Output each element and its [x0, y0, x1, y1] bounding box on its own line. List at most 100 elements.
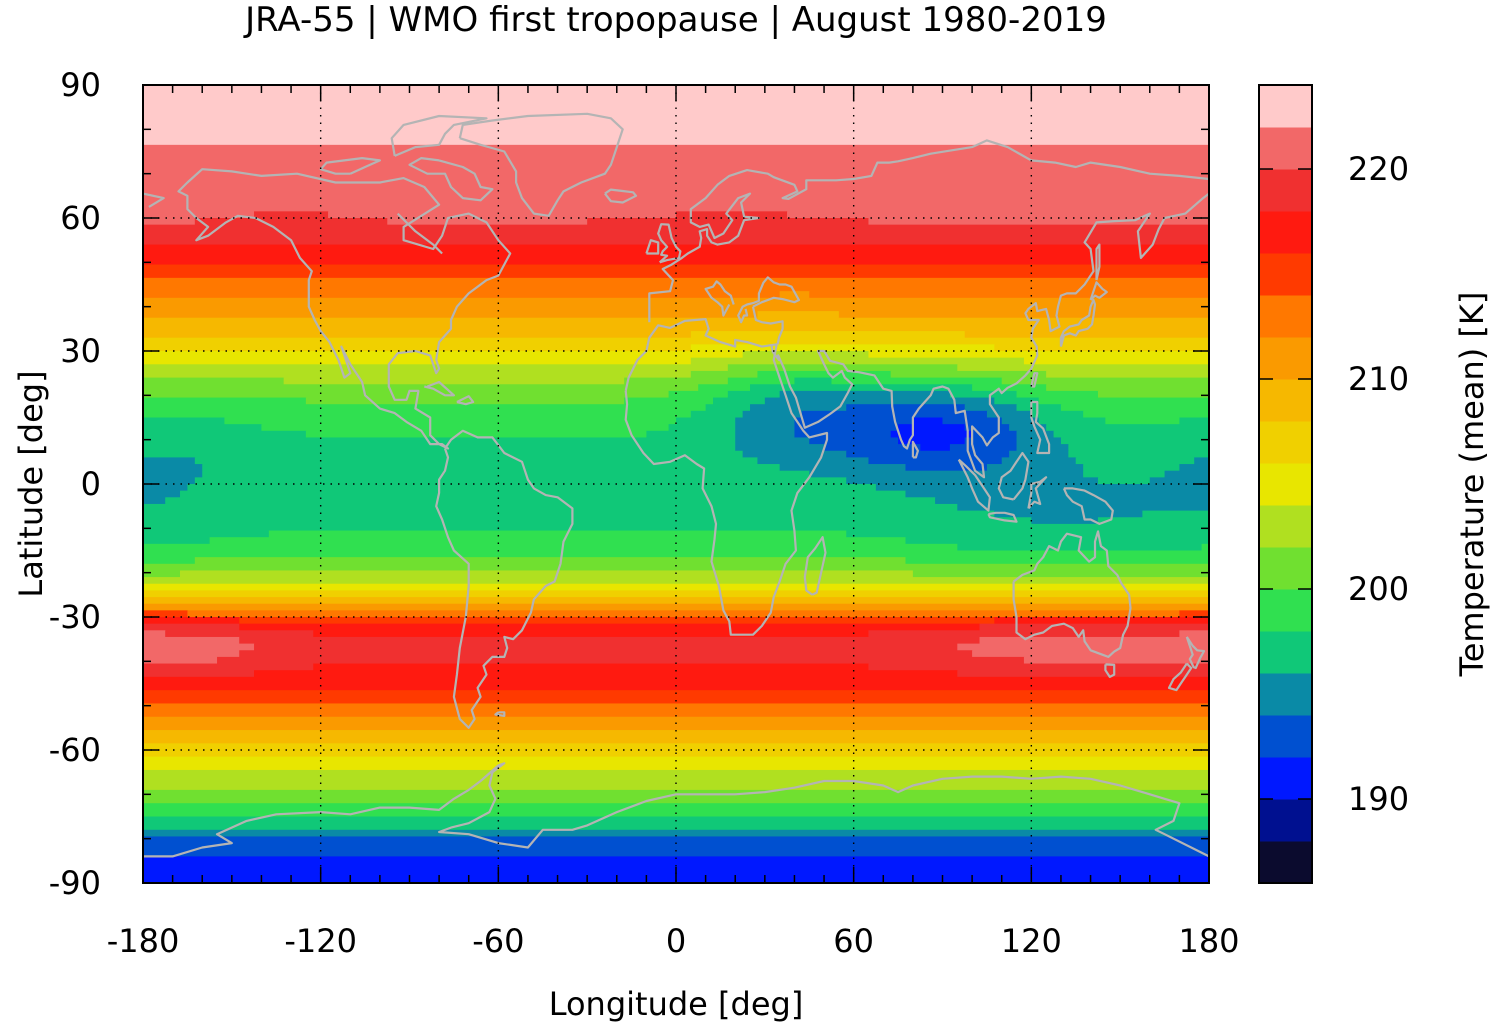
- field-cell: [809, 470, 1084, 478]
- field-cell: [313, 663, 870, 671]
- field-cell: [824, 444, 921, 452]
- field-cell: [668, 424, 736, 432]
- field-cell: [1083, 470, 1166, 478]
- field-cell: [143, 863, 1209, 871]
- coastline: [1104, 663, 1116, 678]
- field-cell: [202, 464, 781, 472]
- field-cell: [143, 530, 270, 538]
- field-cell: [143, 464, 203, 472]
- field-cell: [1009, 424, 1047, 432]
- coastline: [987, 511, 1018, 523]
- field-cell: [143, 597, 1209, 605]
- field-cell: [1038, 417, 1106, 425]
- field-cell: [143, 384, 699, 392]
- field-cell: [1038, 397, 1209, 405]
- field-cell: [143, 131, 1209, 139]
- field-cell: [624, 397, 714, 405]
- colorbar-swatch: [1259, 169, 1312, 212]
- field-cell: [143, 550, 1209, 558]
- y-axis-ticks: 90 60 30 0 -30 -60 -90: [49, 66, 1209, 902]
- field-cell: [143, 98, 1209, 106]
- field-cell: [143, 204, 1209, 212]
- field-cell: [143, 563, 1209, 572]
- field-cell: [1194, 457, 1209, 465]
- field-cell: [143, 364, 729, 372]
- field-cell: [757, 457, 870, 465]
- field-cell: [1001, 417, 1040, 425]
- field-cell: [143, 151, 1209, 159]
- field-cell: [143, 357, 692, 365]
- field-cell: [1075, 457, 1195, 465]
- coastline: [1027, 476, 1048, 510]
- field-cell: [143, 178, 1209, 186]
- field-cell: [143, 856, 1209, 864]
- coastline: [1095, 243, 1101, 281]
- field-cell: [143, 351, 744, 359]
- field-cell: [143, 776, 1209, 784]
- coastline: [177, 168, 512, 450]
- coastlines: [143, 112, 1209, 858]
- field-cell: [690, 357, 1025, 365]
- field-cell: [143, 450, 744, 458]
- colorbar-swatch: [1259, 631, 1312, 674]
- coastline: [1059, 298, 1097, 347]
- coastline: [737, 276, 800, 324]
- field-cell: [143, 444, 736, 452]
- field-cell: [735, 417, 796, 425]
- field-cell: [809, 291, 1209, 299]
- field-cell: [143, 763, 1209, 771]
- field-cell: [180, 570, 914, 578]
- colorbar-swatch: [1259, 85, 1312, 128]
- field-cell: [1046, 370, 1209, 379]
- field-cell: [143, 484, 189, 492]
- field-cell: [846, 450, 1010, 458]
- field-cell: [143, 730, 1209, 738]
- colorbar-label: Temperature (mean) [K]: [1453, 292, 1491, 678]
- field-cell: [143, 676, 1209, 685]
- colorbar-swatch: [1259, 673, 1312, 716]
- grid-lines: [143, 85, 1209, 883]
- field-cell: [994, 344, 1209, 352]
- field-cell: [1068, 450, 1209, 458]
- field-cell: [143, 184, 1209, 192]
- field-cell: [979, 623, 1209, 631]
- field-cell: [143, 470, 203, 478]
- field-cell: [1068, 444, 1209, 452]
- coastline: [648, 139, 1209, 323]
- colorbar-swatch: [1259, 841, 1312, 884]
- colorbar-ticks: 190 200 210 220: [1259, 150, 1409, 818]
- field-cell: [735, 424, 796, 432]
- colorbar-tick-label: 210: [1348, 360, 1409, 398]
- field-cell: [1001, 457, 1077, 465]
- field-cell: [898, 424, 966, 432]
- coastline: [435, 429, 574, 729]
- field-cell: [143, 291, 781, 299]
- field-cell: [750, 384, 973, 392]
- field-cell: [994, 617, 1209, 625]
- field-cell: [690, 344, 995, 352]
- field-cell: [194, 477, 847, 485]
- field-cell: [846, 530, 1209, 538]
- field-cell: [735, 444, 825, 452]
- coastline: [1185, 636, 1206, 670]
- field-cell: [742, 351, 870, 359]
- coastline: [704, 280, 735, 317]
- field-cell: [957, 643, 1209, 651]
- field-cell: [143, 237, 1209, 246]
- field-cell: [194, 457, 759, 465]
- field-cell: [143, 397, 307, 405]
- field-cell: [143, 663, 314, 671]
- field-cell: [283, 377, 625, 385]
- field-cell: [239, 650, 973, 658]
- field-cell: [1097, 477, 1151, 485]
- field-cell: [313, 630, 870, 638]
- field-cell: [742, 410, 803, 419]
- field-cell: [143, 297, 1209, 306]
- field-cell: [143, 583, 1209, 591]
- field-cell: [143, 251, 1209, 259]
- field-cell: [143, 490, 181, 498]
- coastline: [624, 318, 829, 636]
- y-tick-label: -90: [49, 864, 101, 902]
- field-cell: [1097, 517, 1209, 525]
